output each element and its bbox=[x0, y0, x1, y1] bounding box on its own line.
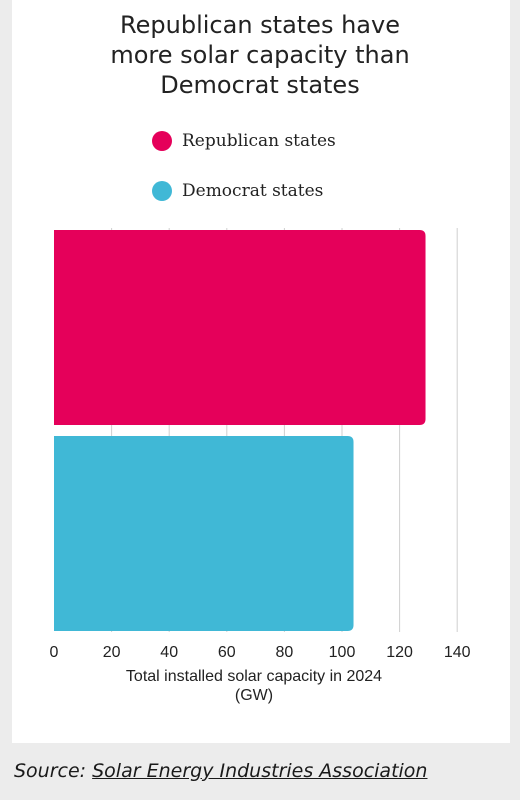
x-tick-labels: 0 20 40 60 80 100 120 140 bbox=[50, 644, 471, 661]
x-axis-label: Total installed solar capacity in 2024 bbox=[126, 668, 382, 685]
legend-label-republican: Republican states bbox=[182, 131, 336, 151]
legend-item-republican: Republican states bbox=[152, 129, 336, 153]
chart-title: Republican states have more solar capaci… bbox=[0, 10, 520, 100]
source-note: Source: Solar Energy Industries Associat… bbox=[14, 760, 427, 782]
bar-republican bbox=[54, 230, 426, 425]
x-tick-label: 100 bbox=[329, 644, 356, 661]
legend-swatch-republican bbox=[152, 131, 172, 151]
x-tick-label: 140 bbox=[444, 644, 471, 661]
legend-swatch-democrat bbox=[152, 181, 172, 201]
source-link[interactable]: Solar Energy Industries Association bbox=[92, 760, 428, 782]
bar-democrat bbox=[54, 436, 354, 631]
source-prefix: Source: bbox=[14, 760, 93, 782]
legend-item-democrat: Democrat states bbox=[152, 179, 323, 203]
x-tick-label: 60 bbox=[218, 644, 236, 661]
x-tick-label: 120 bbox=[386, 644, 413, 661]
x-tick-label: 20 bbox=[103, 644, 121, 661]
x-tick-label: 40 bbox=[160, 644, 178, 661]
chart-title-line: Democrat states bbox=[160, 71, 360, 99]
x-tick-label: 80 bbox=[276, 644, 294, 661]
chart-title-line: more solar capacity than bbox=[110, 41, 410, 69]
x-axis-label-unit: (GW) bbox=[235, 687, 273, 704]
chart-title-line: Republican states have bbox=[120, 11, 400, 39]
x-tick-label: 0 bbox=[50, 644, 59, 661]
legend-label-democrat: Democrat states bbox=[182, 181, 324, 201]
bars bbox=[54, 230, 426, 631]
